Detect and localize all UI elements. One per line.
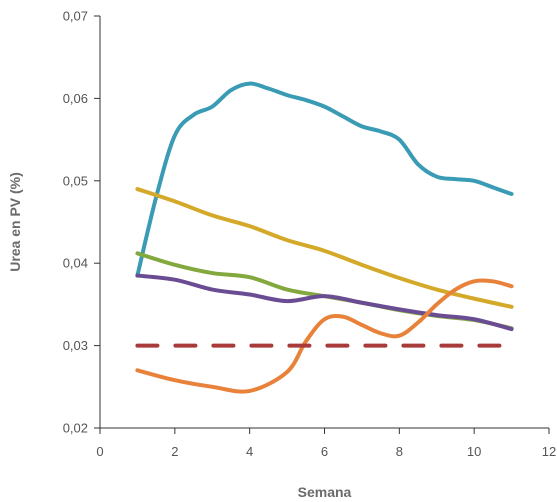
y-tick-label: 0,02	[63, 421, 88, 436]
x-tick-label: 6	[321, 444, 328, 459]
x-tick-label: 12	[542, 444, 556, 459]
x-tick-label: 0	[96, 444, 103, 459]
x-tick-label: 8	[396, 444, 403, 459]
x-axis-title: Semana	[298, 484, 352, 500]
y-axis-title: Urea en PV (%)	[7, 172, 23, 272]
y-tick-label: 0,03	[63, 338, 88, 353]
series-line-2	[135, 187, 514, 309]
x-tick-label: 4	[246, 444, 253, 459]
x-axis-ticks: 0 2 4 6 8 10 12	[96, 428, 556, 459]
y-tick-label: 0,06	[63, 91, 88, 106]
x-tick-label: 2	[171, 444, 178, 459]
series-line-4	[135, 273, 514, 332]
y-tick-label: 0,05	[63, 173, 88, 188]
series-layer	[135, 81, 514, 394]
series-line-5	[135, 278, 514, 394]
axes	[99, 16, 549, 429]
y-axis-ticks: 0,02 0,03 0,04 0,05 0,06 0,07	[63, 9, 100, 436]
y-tick-label: 0,04	[63, 256, 88, 271]
series-line-1	[135, 81, 514, 278]
y-tick-label: 0,07	[63, 9, 88, 24]
x-tick-label: 10	[467, 444, 481, 459]
